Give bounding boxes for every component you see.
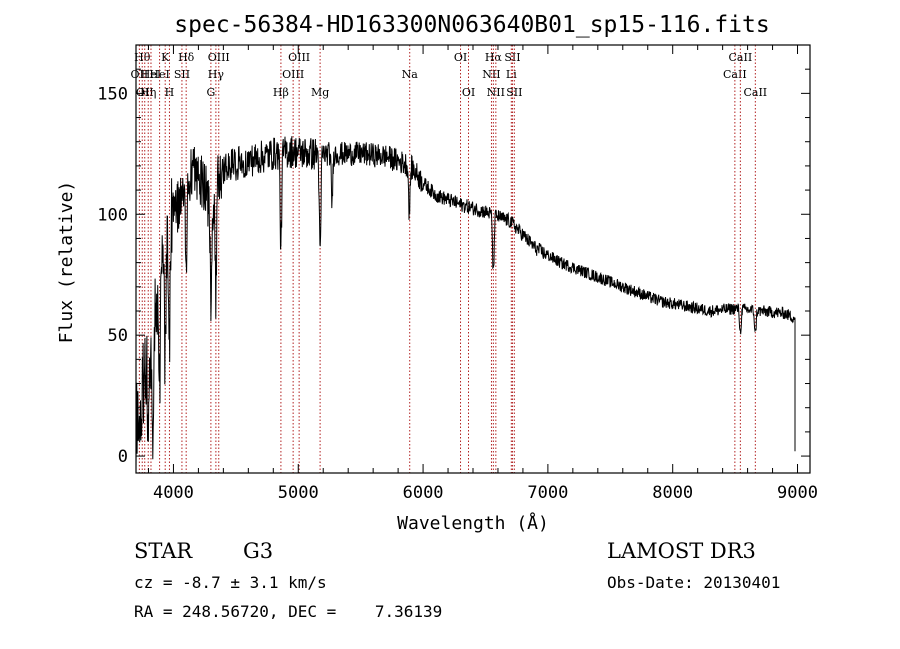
line-markers: OIIHθOIIHηHeIHeIKHSIIHδGHγOIIIHβOIIIOIII… [131, 45, 767, 473]
line-marker-label: Li [506, 68, 517, 81]
y-tick-label: 50 [108, 326, 128, 346]
line-marker-label: OII [131, 68, 149, 81]
line-marker-label: Mg [311, 86, 329, 99]
line-marker-label: SII [174, 68, 190, 81]
chart-title: spec-56384-HD163300N063640B01_sp15-116.f… [174, 12, 769, 38]
line-marker-label: NII [487, 86, 505, 99]
line-marker-label: Hα [485, 51, 503, 64]
spectral-subclass: G3 [243, 539, 274, 563]
line-marker-label: OII [136, 86, 154, 99]
x-tick-label: 4000 [153, 483, 194, 503]
line-marker-label: OI [454, 51, 467, 64]
x-axis: 4000 5000 6000 7000 8000 9000 [147, 45, 818, 503]
x-tick-label: 8000 [652, 483, 693, 503]
line-marker-label: Hγ [208, 68, 225, 81]
y-tick-label: 150 [97, 84, 128, 104]
line-marker-label: Hβ [273, 86, 289, 99]
line-marker-label: CaII [723, 68, 747, 81]
line-marker-label: OIII [208, 51, 230, 64]
line-marker-label: Na [402, 68, 419, 81]
survey-name: LAMOST DR3 [607, 539, 756, 563]
line-marker-label: CaII [743, 86, 767, 99]
line-marker-label: Hδ [178, 51, 195, 64]
y-axis: 0 50 100 150 [97, 68, 810, 467]
y-tick-label: 0 [118, 447, 128, 467]
y-axis-label: Flux (relative) [56, 181, 77, 344]
line-marker-label: Hθ [134, 51, 151, 64]
x-tick-label: 9000 [777, 483, 818, 503]
line-marker-label: G [206, 86, 215, 99]
spectrum-series [135, 136, 796, 469]
x-tick-label: 7000 [527, 483, 568, 503]
observation-date: Obs-Date: 20130401 [607, 573, 781, 592]
x-axis-label: Wavelength (Å) [397, 512, 549, 534]
object-type: STAR [134, 539, 193, 563]
spectrum-line [135, 136, 796, 469]
line-marker-label: OI [462, 86, 475, 99]
line-marker-label: OIII [288, 51, 310, 64]
line-marker-label: NII [482, 68, 500, 81]
x-tick-label: 6000 [403, 483, 444, 503]
line-marker-label: CaII [729, 51, 753, 64]
line-marker-label: K [161, 51, 170, 64]
line-marker-label: OIII [282, 68, 304, 81]
redshift-velocity: cz = -8.7 ± 3.1 km/s [134, 573, 327, 592]
line-marker-label: SII [506, 86, 522, 99]
line-marker-label: Hη [140, 86, 156, 99]
x-tick-label: 5000 [278, 483, 319, 503]
line-marker-label: SII [504, 51, 520, 64]
plot-frame [135, 44, 811, 474]
coordinates: RA = 248.56720, DEC = 7.36139 [134, 602, 443, 621]
y-tick-label: 100 [97, 205, 128, 225]
line-marker-label: H [165, 86, 175, 99]
line-marker-label: HeI [149, 68, 169, 81]
line-marker-label: HeI [141, 68, 161, 81]
